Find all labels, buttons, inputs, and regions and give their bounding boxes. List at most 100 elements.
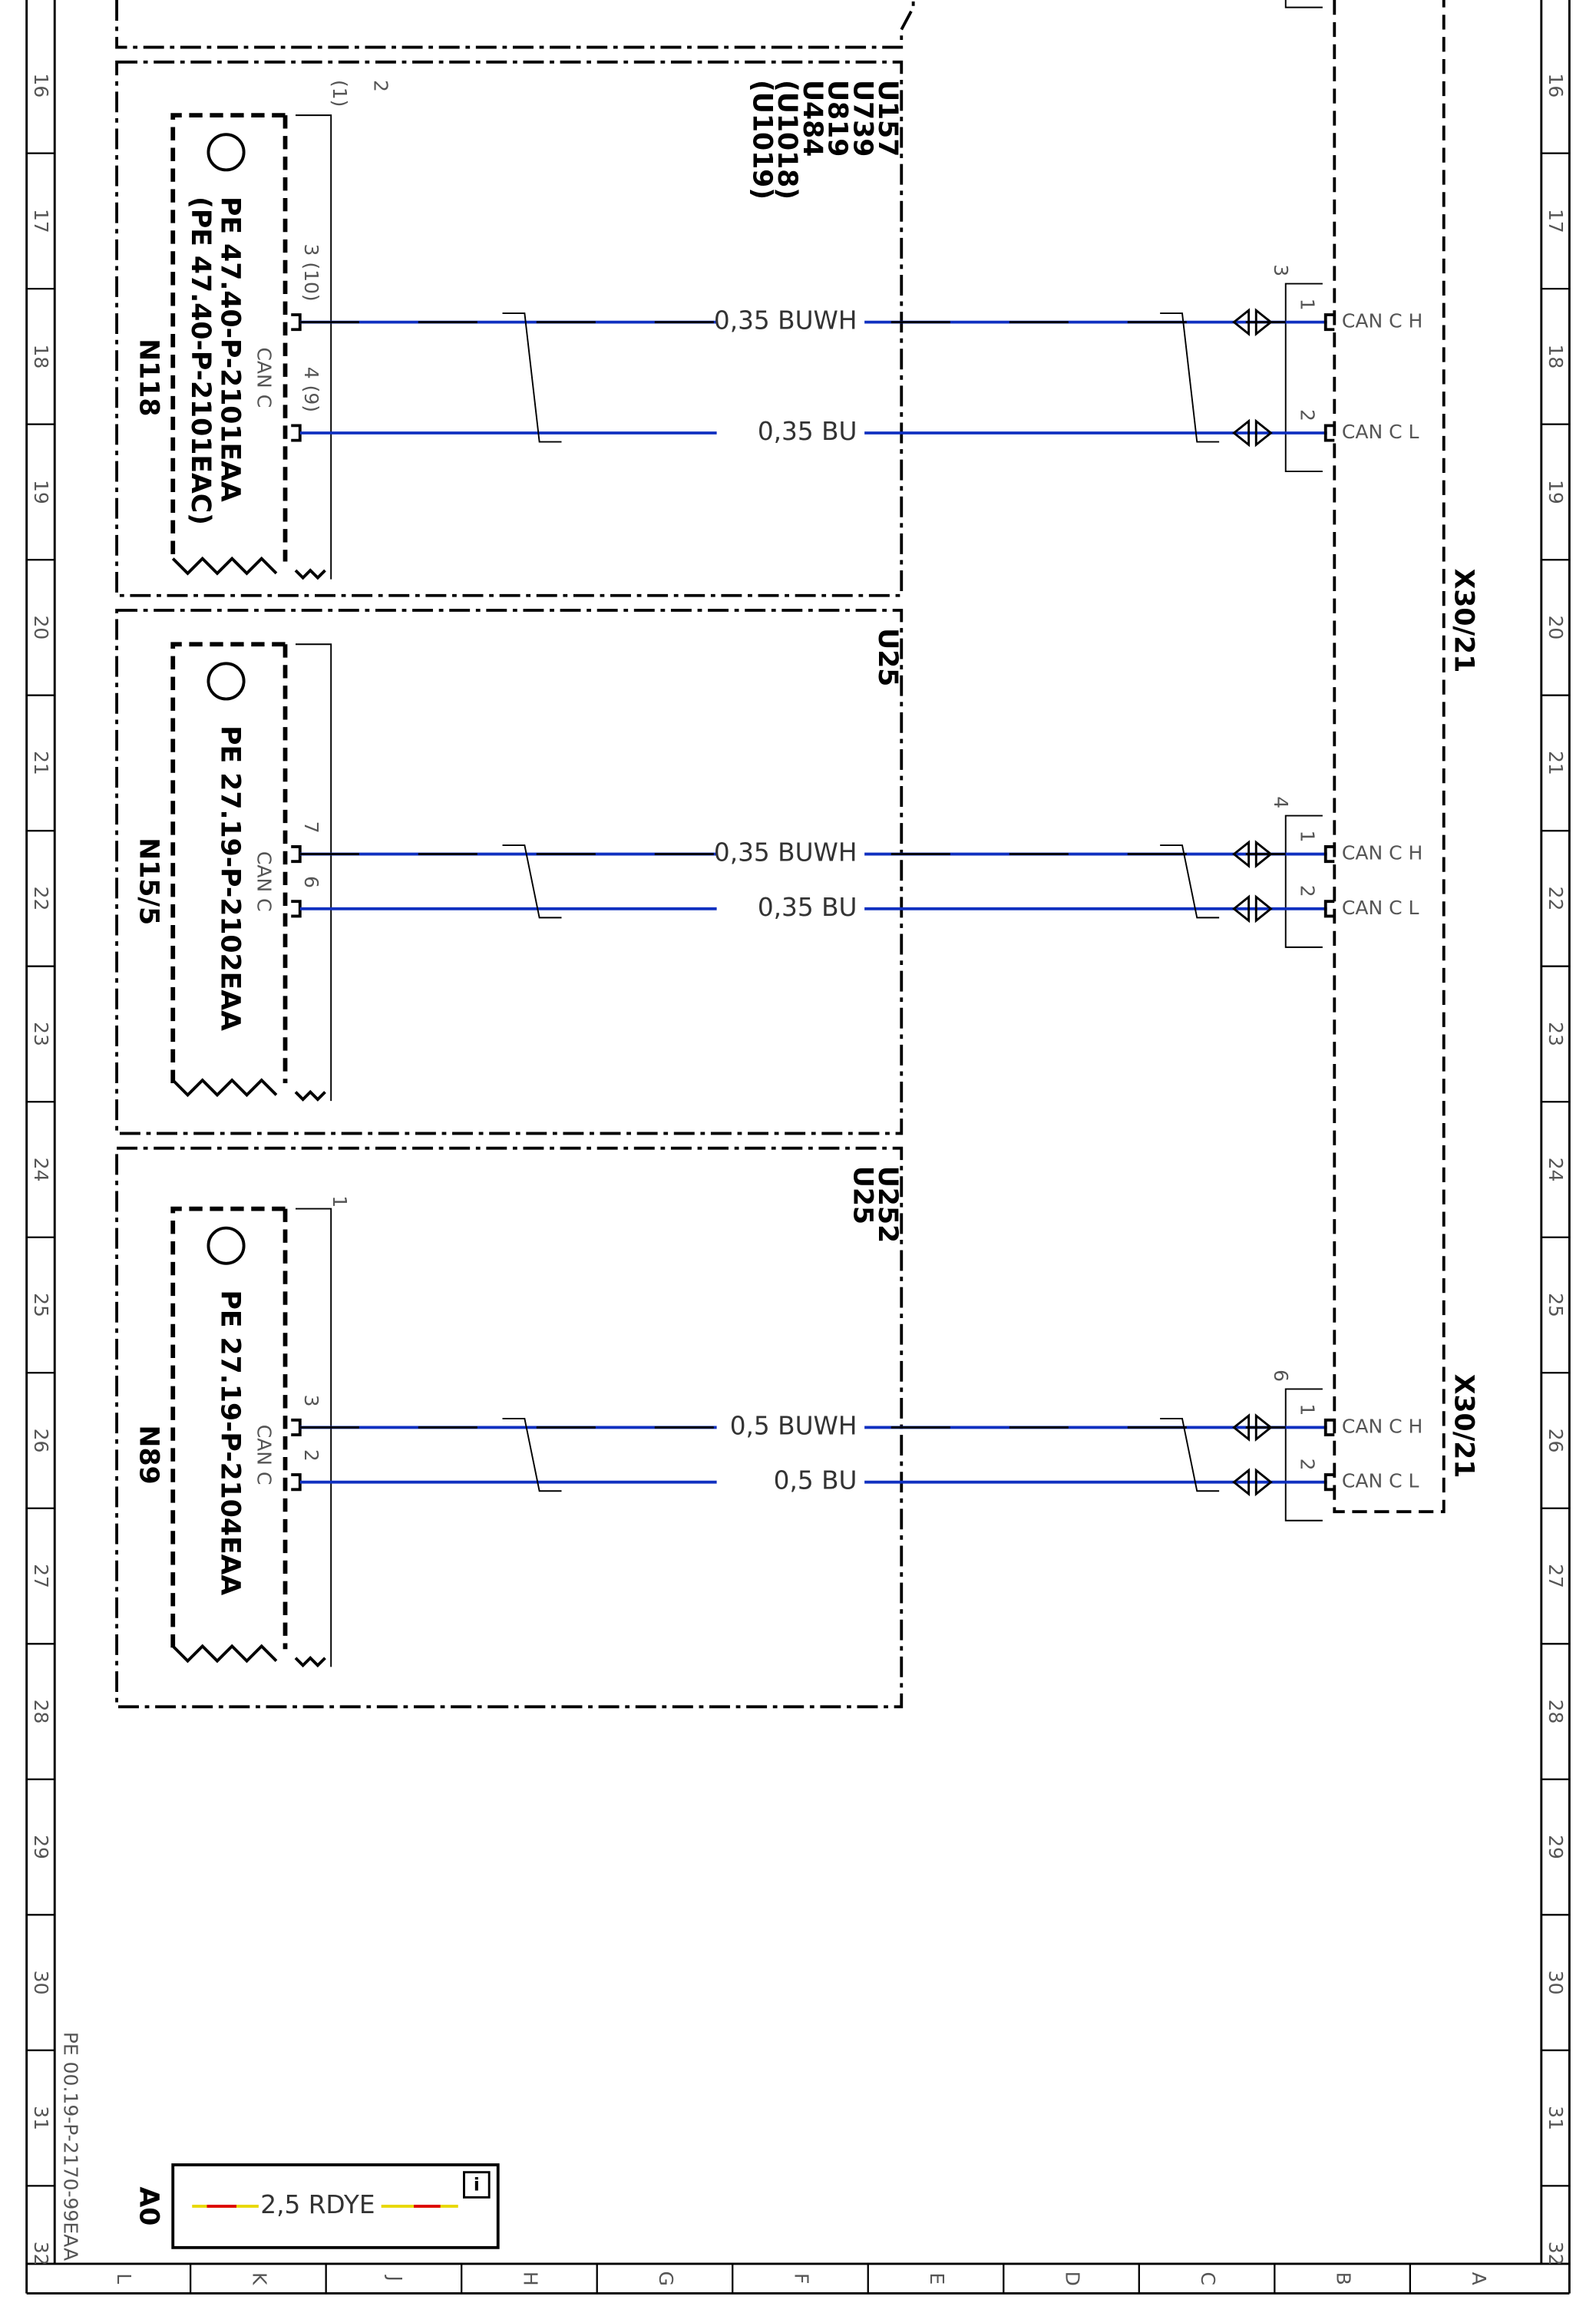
variant: U484 xyxy=(797,80,828,157)
frame xyxy=(25,0,1571,2295)
row-label: 27 xyxy=(1545,1564,1567,1588)
connector-no: 4 xyxy=(1270,796,1292,808)
break-mark xyxy=(171,1644,326,1668)
twist-mark xyxy=(1160,312,1220,443)
row-label: 20 xyxy=(30,615,52,639)
pin-no: 1 xyxy=(1297,299,1319,311)
variant: U25 xyxy=(872,628,903,686)
row-label: 25 xyxy=(30,1293,52,1317)
x30-box xyxy=(115,0,1446,1514)
variant: (U1018) xyxy=(772,80,802,200)
bus-label: CAN C xyxy=(253,851,276,912)
row-label: 32 xyxy=(1545,2242,1567,2266)
variant: U739 xyxy=(847,80,877,157)
row-label: 21 xyxy=(30,751,52,775)
row-label: 19 xyxy=(30,480,52,504)
pin xyxy=(1323,845,1335,864)
row-label: 16 xyxy=(30,73,52,97)
row-label: 27 xyxy=(30,1564,52,1588)
column-label: K xyxy=(248,2272,270,2285)
reference: PE 27.19-P-2104EAA xyxy=(214,1290,245,1595)
reference: PE 27.19-P-2102EAA xyxy=(214,725,245,1031)
transistor-icon xyxy=(207,133,246,172)
connector-arrow xyxy=(1232,1413,1273,1442)
pin-label: 2 xyxy=(370,80,392,92)
pin-label: 4 (9) xyxy=(300,367,322,412)
connector-label: X30/21 xyxy=(1449,1374,1479,1479)
pin-bracket xyxy=(296,643,332,1102)
variant: U252 xyxy=(872,1166,903,1243)
column-label: D xyxy=(1061,2272,1083,2286)
row-label: 22 xyxy=(1545,887,1567,911)
pin-label: 2 xyxy=(300,1449,322,1462)
row-label: 17 xyxy=(30,209,52,233)
control-unit xyxy=(170,1206,288,1650)
doc-id: PE 00.19-P-2170-99EAA xyxy=(59,2032,81,2261)
twist-mark xyxy=(502,844,562,919)
pin xyxy=(291,845,302,864)
connector-no: 3 xyxy=(1270,264,1292,276)
break-mark xyxy=(171,556,326,580)
svg-text:i: i xyxy=(474,2175,480,2195)
column-label: B xyxy=(1332,2272,1354,2285)
wire-label: 0,35 BU xyxy=(758,417,857,446)
pin xyxy=(291,424,302,442)
column-label: J xyxy=(384,2275,406,2282)
label-bg xyxy=(716,306,865,339)
connector-arrow xyxy=(1232,418,1273,448)
row-label: 19 xyxy=(1545,480,1567,504)
pin xyxy=(291,1473,302,1492)
label-bg xyxy=(716,838,865,871)
pin-no: 2 xyxy=(1297,409,1319,421)
variant: (U1019) xyxy=(746,80,777,200)
row-label: 29 xyxy=(30,1835,52,1859)
row-label: 32 xyxy=(30,2242,52,2266)
column-label: A xyxy=(1468,2272,1490,2285)
row-label: 23 xyxy=(30,1022,52,1046)
twist-mark xyxy=(1160,844,1220,919)
transistor-icon xyxy=(207,662,246,701)
pin-label: 7 xyxy=(300,821,322,834)
component-box xyxy=(115,60,904,597)
label-bg xyxy=(716,416,865,450)
signal-label: CAN C L xyxy=(1342,897,1419,919)
reference: PE 47.40-P-2101EAA xyxy=(214,197,245,502)
label-bg xyxy=(716,892,865,926)
variant: U25 xyxy=(847,1166,877,1224)
column-label: F xyxy=(790,2273,812,2284)
control-unit xyxy=(170,642,288,1083)
pin-bracket xyxy=(296,1208,332,1667)
pin-label: 3 xyxy=(300,1395,322,1407)
break-mark xyxy=(171,1078,326,1102)
row-label: 29 xyxy=(1545,1835,1567,1859)
sheet-label: A0 xyxy=(133,2186,164,2225)
pin xyxy=(1323,1418,1335,1437)
legend-label: 2,5 RDYE xyxy=(260,2190,375,2219)
wire-label: 0,5 BU xyxy=(774,1466,857,1495)
row-label: 28 xyxy=(1545,1700,1567,1724)
row-label: 21 xyxy=(1545,751,1567,775)
connector-bracket xyxy=(1284,283,1323,473)
component-code: N15/5 xyxy=(133,838,164,925)
column-label: H xyxy=(519,2272,541,2286)
row-label: 28 xyxy=(30,1700,52,1724)
twist-mark xyxy=(502,1417,562,1492)
row-label: 18 xyxy=(30,344,52,368)
variant: U819 xyxy=(822,80,853,157)
column-label: C xyxy=(1197,2272,1219,2285)
bus-label: CAN C xyxy=(253,347,276,408)
pin xyxy=(1323,424,1335,442)
column-label: G xyxy=(655,2272,677,2286)
wire-label: 0,35 BUWH xyxy=(714,838,857,867)
pin xyxy=(1323,313,1335,332)
row-label: 31 xyxy=(1545,2106,1567,2130)
connector-arrow xyxy=(1232,308,1273,337)
pin xyxy=(291,900,302,918)
pin-label: 1 xyxy=(329,1195,351,1208)
connector-arrow xyxy=(1232,894,1273,924)
signal-label: CAN C H xyxy=(1342,310,1423,332)
row-label: 31 xyxy=(30,2106,52,2130)
component-code: N118 xyxy=(133,339,164,416)
component-code: N89 xyxy=(133,1426,164,1485)
